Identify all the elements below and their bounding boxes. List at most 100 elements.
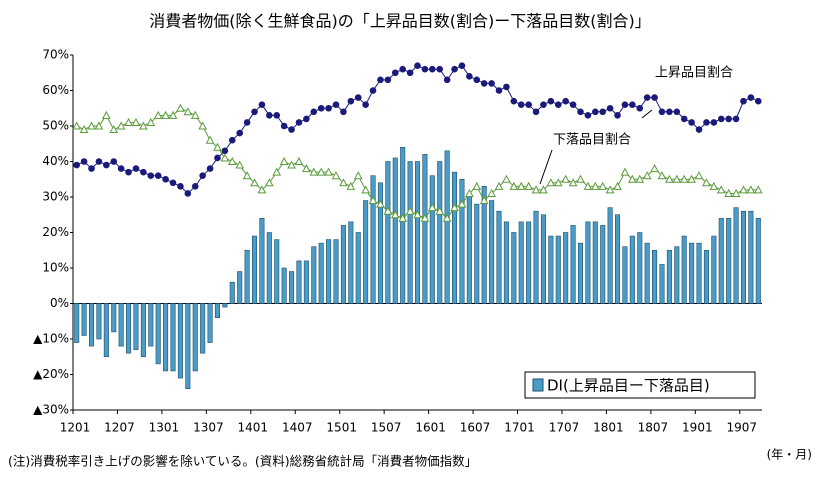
marker bbox=[702, 178, 711, 187]
marker bbox=[599, 108, 607, 116]
y-tick-label: 30% bbox=[42, 190, 69, 204]
marker bbox=[562, 97, 569, 105]
x-tick-label: 1401 bbox=[238, 421, 269, 435]
marker bbox=[257, 185, 267, 194]
marker bbox=[324, 167, 333, 176]
x-tick-label: 1807 bbox=[638, 421, 669, 435]
bar bbox=[681, 235, 687, 304]
marker bbox=[368, 195, 378, 205]
marker bbox=[717, 115, 725, 123]
bar bbox=[518, 221, 524, 304]
marker bbox=[264, 178, 274, 187]
x-tick-label: 1701 bbox=[504, 421, 535, 435]
marker bbox=[687, 174, 696, 183]
marker bbox=[539, 185, 548, 194]
bar bbox=[318, 242, 324, 304]
marker bbox=[199, 172, 206, 179]
marker bbox=[679, 174, 689, 183]
bar bbox=[111, 303, 117, 333]
marker bbox=[280, 122, 288, 130]
marker bbox=[636, 104, 644, 112]
x-axis-label: (年・月) bbox=[767, 448, 812, 462]
marker bbox=[694, 171, 704, 180]
x-tick-label: 1901 bbox=[682, 421, 713, 435]
y-tick-label: 20% bbox=[42, 225, 69, 239]
marker bbox=[746, 185, 756, 194]
bar bbox=[81, 303, 87, 336]
marker bbox=[154, 172, 162, 179]
bar bbox=[192, 303, 198, 372]
y-tick-label: 70% bbox=[42, 48, 69, 62]
marker bbox=[251, 108, 258, 116]
bar bbox=[437, 161, 443, 304]
marker bbox=[629, 101, 636, 108]
marker bbox=[414, 62, 421, 69]
bar bbox=[666, 249, 672, 304]
marker bbox=[131, 117, 141, 126]
bar bbox=[392, 157, 398, 304]
marker bbox=[517, 101, 525, 108]
bar bbox=[555, 235, 561, 304]
bar bbox=[696, 242, 702, 304]
marker bbox=[465, 188, 474, 197]
marker bbox=[362, 101, 369, 108]
marker bbox=[673, 108, 681, 116]
marker bbox=[524, 181, 533, 190]
legend-swatch bbox=[532, 378, 544, 392]
bar bbox=[185, 303, 191, 389]
marker bbox=[554, 101, 562, 108]
bar bbox=[237, 271, 243, 304]
marker bbox=[642, 171, 652, 180]
marker bbox=[651, 94, 658, 101]
marker bbox=[339, 178, 348, 187]
bar bbox=[540, 214, 546, 304]
bar bbox=[748, 210, 754, 304]
annotation-arrow bbox=[641, 109, 653, 119]
marker bbox=[592, 108, 599, 116]
marker bbox=[258, 101, 266, 108]
marker bbox=[509, 181, 519, 190]
bar bbox=[266, 232, 272, 304]
marker bbox=[546, 178, 556, 187]
marker bbox=[494, 181, 504, 190]
x-tick-label: 1801 bbox=[593, 421, 624, 435]
marker bbox=[383, 206, 393, 215]
marker bbox=[309, 167, 319, 176]
marker bbox=[177, 183, 184, 190]
bar bbox=[466, 193, 472, 304]
bar bbox=[207, 303, 213, 343]
bar bbox=[88, 303, 95, 347]
marker bbox=[242, 171, 252, 180]
marker bbox=[295, 119, 303, 126]
y-tick-label: ▲20% bbox=[33, 367, 69, 381]
marker bbox=[577, 108, 584, 116]
marker bbox=[213, 142, 222, 151]
bar bbox=[303, 260, 309, 304]
x-tick-label: 1407 bbox=[282, 421, 313, 435]
marker bbox=[502, 174, 511, 183]
marker bbox=[435, 206, 445, 215]
bar bbox=[385, 161, 391, 304]
marker bbox=[353, 171, 363, 180]
marker bbox=[310, 108, 318, 116]
marker bbox=[666, 108, 673, 116]
bar bbox=[326, 239, 332, 304]
marker bbox=[510, 97, 518, 105]
marker bbox=[80, 158, 88, 165]
marker bbox=[429, 65, 436, 73]
marker bbox=[376, 199, 385, 208]
marker bbox=[147, 172, 155, 179]
marker bbox=[198, 121, 207, 130]
bar bbox=[429, 175, 435, 304]
marker bbox=[110, 158, 118, 165]
y-tick-label: 0% bbox=[50, 296, 69, 310]
marker bbox=[303, 115, 310, 123]
bar bbox=[422, 154, 428, 304]
marker bbox=[466, 73, 473, 80]
marker bbox=[716, 185, 726, 194]
marker bbox=[413, 210, 422, 219]
x-tick-label: 1201 bbox=[60, 421, 91, 435]
bar bbox=[585, 221, 591, 304]
marker bbox=[658, 108, 666, 116]
bar bbox=[414, 161, 421, 304]
